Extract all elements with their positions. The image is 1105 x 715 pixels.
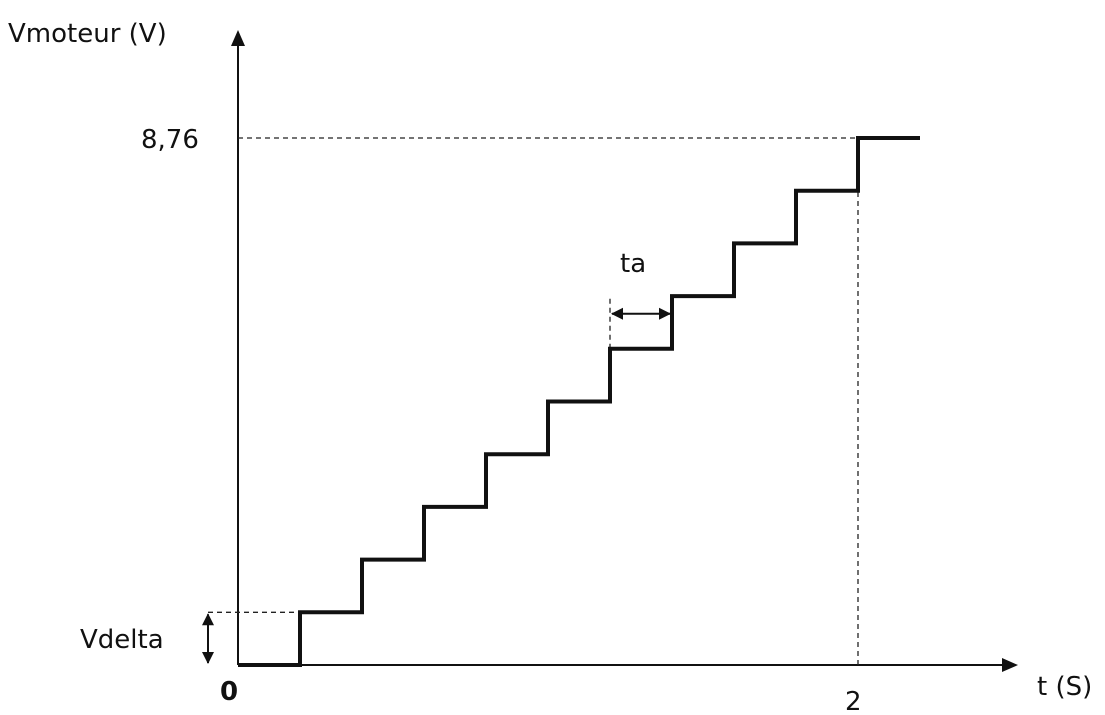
y-axis-label: Vmoteur (V): [8, 19, 167, 49]
y-tick-label: 8,76: [141, 125, 199, 155]
annotations: [202, 307, 671, 664]
vdelta-arrowhead-bottom: [202, 652, 214, 664]
ta-arrowhead-right: [659, 307, 671, 320]
x-tick-label: 2: [845, 687, 862, 715]
step-line: [238, 136, 920, 667]
vdelta-arrowhead-top: [202, 613, 214, 626]
vdelta-label: Vdelta: [80, 625, 164, 655]
origin-label: 0: [220, 677, 238, 707]
reference-lines: [208, 137, 859, 665]
ta-arrowhead-left: [611, 307, 623, 320]
step-series: [238, 136, 920, 667]
ta-label: ta: [620, 249, 646, 279]
x-axis-arrowhead: [1002, 658, 1018, 672]
y-axis-arrowhead: [231, 30, 245, 46]
x-axis-label: t (S): [1037, 672, 1092, 702]
